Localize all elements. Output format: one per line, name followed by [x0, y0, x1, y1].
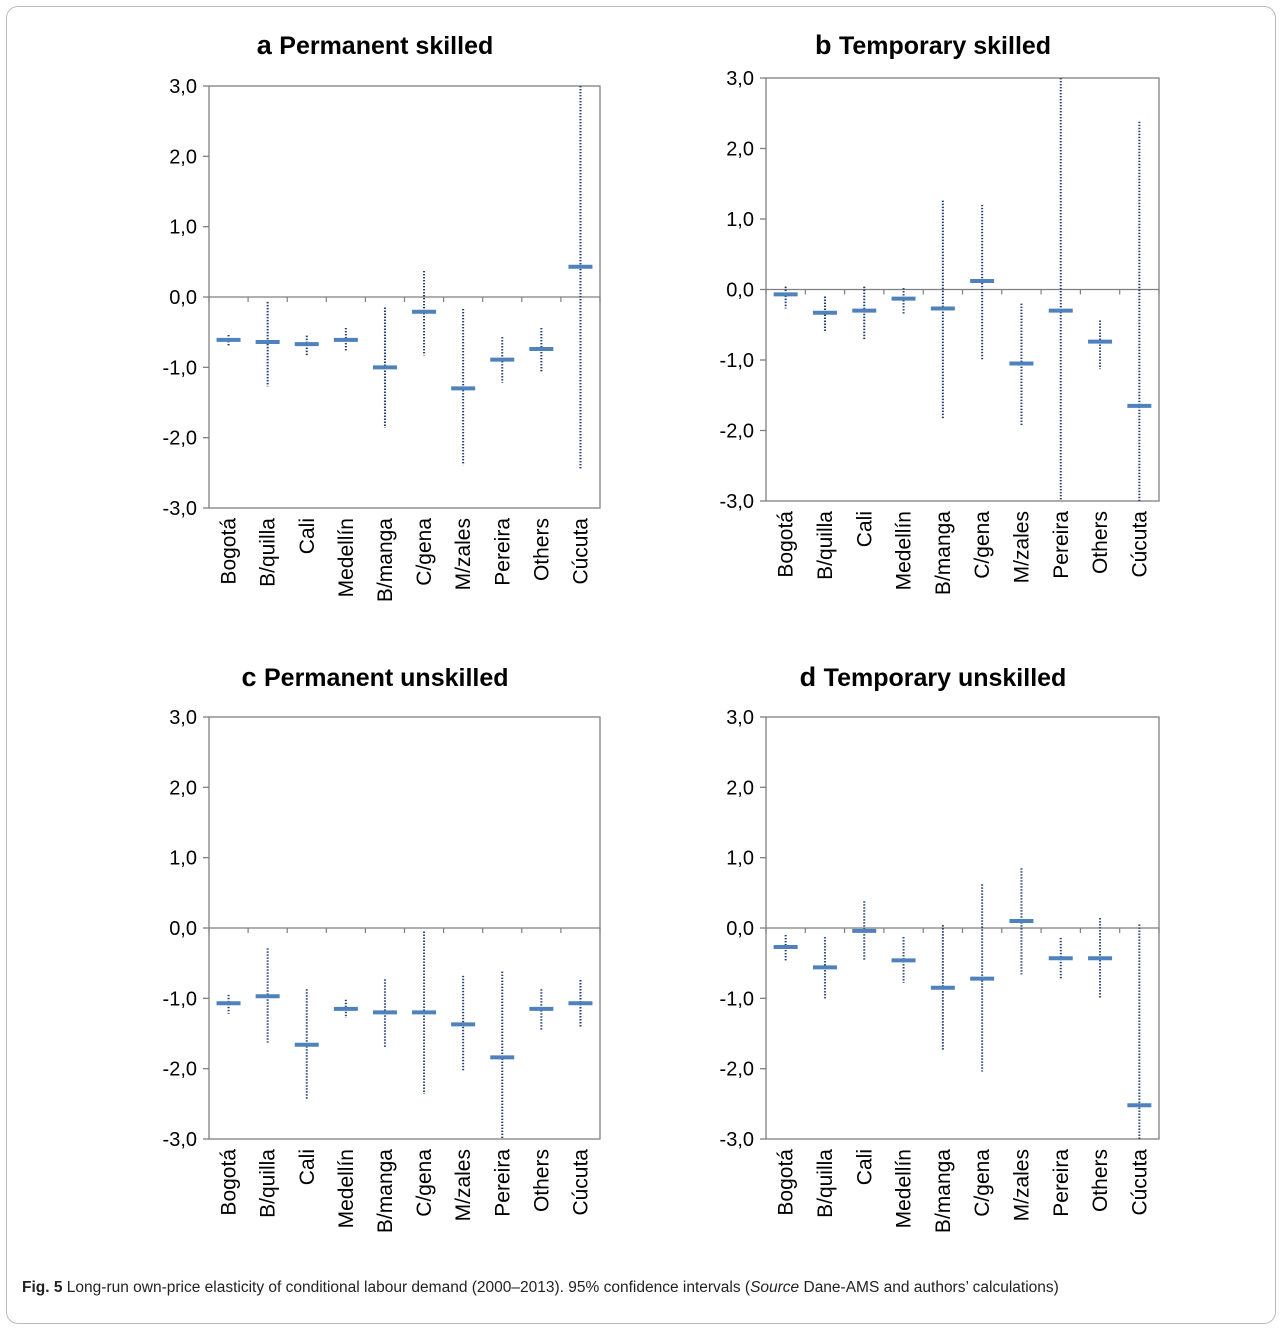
category-label-a: M/zales: [452, 518, 475, 590]
category-label-b: Medellín: [893, 511, 916, 590]
y-tick-label-b: -1,0: [720, 350, 754, 372]
figure-caption: Fig. 5 Long-run own-price elasticity of …: [22, 1278, 1262, 1298]
panel-letter-d: d: [800, 662, 824, 692]
category-label-b: B/quilla: [814, 511, 837, 580]
category-label-b: Pereira: [1050, 511, 1073, 579]
y-tick-label-c: 2,0: [169, 777, 197, 799]
category-label-d: M/zales: [1010, 1149, 1033, 1221]
y-tick-label-b: -2,0: [720, 421, 754, 443]
category-label-b: Bogotá: [775, 511, 798, 578]
y-tick-label-a: -2,0: [163, 428, 197, 450]
category-label-a: Cúcuta: [569, 518, 592, 585]
panel-letter-b: b: [815, 30, 839, 60]
y-tick-label-c: 3,0: [169, 707, 197, 729]
y-tick-label-d: -1,0: [720, 988, 754, 1010]
panel-title-a: a Permanent skilled: [257, 30, 494, 60]
y-tick-label-d: 2,0: [726, 777, 754, 799]
category-label-a: Pereira: [491, 518, 514, 586]
category-label-b: M/zales: [1010, 511, 1033, 583]
category-label-c: Others: [530, 1149, 553, 1212]
y-tick-label-a: 2,0: [169, 146, 197, 168]
y-tick-label-b: 1,0: [726, 209, 754, 231]
caption-text-after: Dane-AMS and authors’ calculations): [799, 1279, 1059, 1296]
panel-title-c: c Permanent unskilled: [241, 662, 508, 692]
y-tick-label-c: -1,0: [163, 988, 197, 1010]
caption-label: Fig. 5: [22, 1279, 63, 1296]
category-label-c: Cúcuta: [569, 1149, 592, 1216]
category-label-b: Cali: [853, 511, 876, 547]
category-label-b: B/manga: [932, 511, 955, 595]
y-tick-label-a: 3,0: [169, 76, 197, 98]
panel-letter-a: a: [257, 30, 280, 60]
y-tick-label-a: 0,0: [169, 287, 197, 309]
y-tick-label-b: 0,0: [726, 280, 754, 302]
category-label-a: C/gena: [413, 518, 436, 586]
category-label-c: M/zales: [452, 1149, 475, 1221]
y-tick-label-d: 0,0: [726, 918, 754, 940]
y-tick-label-a: -1,0: [163, 357, 197, 379]
category-label-c: C/gena: [413, 1149, 436, 1217]
category-label-c: Medellín: [335, 1149, 358, 1228]
category-label-d: B/quilla: [814, 1149, 837, 1218]
category-label-a: B/manga: [374, 518, 397, 602]
category-label-c: Cali: [296, 1149, 319, 1185]
category-label-c: Bogotá: [218, 1149, 241, 1216]
y-tick-label-c: -2,0: [163, 1059, 197, 1081]
category-label-a: Cali: [296, 518, 319, 554]
category-label-a: Bogotá: [218, 518, 241, 585]
category-label-d: Bogotá: [775, 1149, 798, 1216]
y-tick-label-d: -3,0: [720, 1129, 754, 1151]
category-label-d: B/manga: [932, 1149, 955, 1233]
category-label-c: B/quilla: [257, 1149, 280, 1218]
panel-title-text-d: Temporary unskilled: [824, 664, 1067, 692]
category-label-c: B/manga: [374, 1149, 397, 1233]
caption-source-word: Source: [750, 1279, 800, 1296]
category-label-a: Medellín: [335, 518, 358, 597]
category-label-d: Cali: [853, 1149, 876, 1185]
y-tick-label-b: 3,0: [726, 68, 754, 90]
panel-title-d: d Temporary unskilled: [800, 662, 1067, 692]
y-tick-label-c: 0,0: [169, 918, 197, 940]
panel-title-text-c: Permanent unskilled: [264, 664, 509, 692]
category-label-c: Pereira: [491, 1149, 514, 1217]
category-label-d: Others: [1089, 1149, 1112, 1212]
y-tick-label-d: -2,0: [720, 1059, 754, 1081]
category-label-d: Pereira: [1050, 1149, 1073, 1217]
y-tick-label-a: 1,0: [169, 217, 197, 239]
category-label-d: C/gena: [971, 1149, 994, 1217]
category-label-d: Cúcuta: [1128, 1149, 1151, 1216]
figure-frame: [6, 6, 1276, 1324]
panel-letter-c: c: [241, 662, 264, 692]
y-tick-label-d: 3,0: [726, 707, 754, 729]
y-tick-label-c: 1,0: [169, 848, 197, 870]
caption-text-before: Long-run own-price elasticity of conditi…: [66, 1279, 751, 1296]
y-tick-label-b: -3,0: [720, 491, 754, 513]
category-label-a: B/quilla: [257, 518, 280, 587]
panel-title-text-b: Temporary skilled: [839, 32, 1051, 60]
y-tick-label-b: 2,0: [726, 139, 754, 161]
y-tick-label-c: -3,0: [163, 1129, 197, 1151]
y-tick-label-a: -3,0: [163, 498, 197, 520]
y-tick-label-d: 1,0: [726, 848, 754, 870]
panel-title-b: b Temporary skilled: [815, 30, 1051, 60]
category-label-b: Others: [1089, 511, 1112, 574]
category-label-b: C/gena: [971, 511, 994, 579]
panel-title-text-a: Permanent skilled: [279, 32, 493, 60]
category-label-a: Others: [530, 518, 553, 581]
category-label-d: Medellín: [893, 1149, 916, 1228]
category-label-b: Cúcuta: [1128, 511, 1151, 578]
